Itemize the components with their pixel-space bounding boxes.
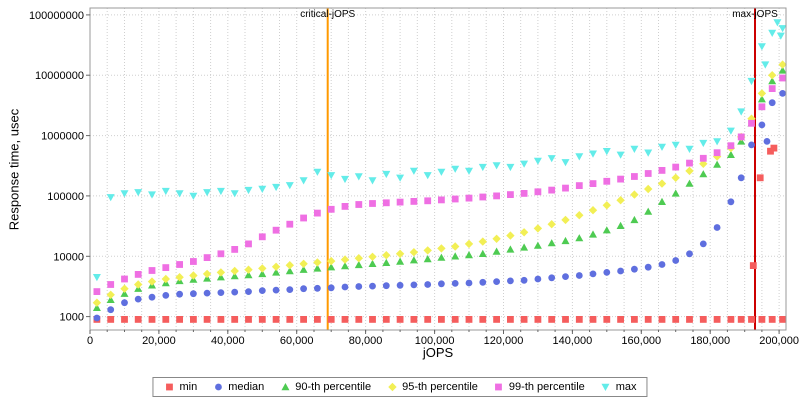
ref-label-critical-jops: critical-jOPS bbox=[300, 9, 355, 20]
legend-item-min: min bbox=[163, 381, 197, 393]
legend-label: 95-th percentile bbox=[402, 381, 478, 393]
svg-text:40,000: 40,000 bbox=[211, 335, 245, 347]
svg-text:200,000: 200,000 bbox=[759, 335, 799, 347]
svg-text:160,000: 160,000 bbox=[621, 335, 661, 347]
svg-text:100,000: 100,000 bbox=[415, 335, 455, 347]
svg-text:100000: 100000 bbox=[47, 191, 84, 203]
legend-item-90-th-percentile: 90-th percentile bbox=[279, 381, 371, 393]
legend-marker-square-icon bbox=[166, 383, 173, 391]
legend-item-99-th-percentile: 99-th percentile bbox=[493, 381, 585, 393]
legend-marker-circle-icon bbox=[214, 383, 222, 391]
legend-marker-triangle-up-icon bbox=[281, 383, 290, 391]
legend-marker-square-icon bbox=[495, 383, 503, 391]
legend-marker-diamond-icon bbox=[387, 382, 397, 392]
svg-text:120,000: 120,000 bbox=[484, 335, 524, 347]
legend: min median 90-th percentile 95-th percentil… bbox=[152, 377, 648, 397]
legend-label: min bbox=[179, 381, 198, 393]
plot-frame bbox=[89, 7, 787, 331]
svg-text:20,000: 20,000 bbox=[142, 335, 176, 347]
y-axis-title: Response time, usec bbox=[6, 108, 22, 231]
svg-text:60,000: 60,000 bbox=[280, 335, 314, 347]
ref-label-max-jops: max-jOPS bbox=[732, 9, 778, 20]
svg-text:1000000: 1000000 bbox=[41, 131, 84, 143]
x-tick-labels: 0 20,000 40,000 60,000 80,000 100,000 120,000 1… bbox=[87, 335, 799, 347]
reference-lines bbox=[326, 8, 756, 330]
series-99-th-percentile-points bbox=[93, 74, 786, 295]
svg-text:0: 0 bbox=[87, 335, 93, 347]
legend-label: 99-th percentile bbox=[508, 381, 585, 393]
series-95-th-percentile-points bbox=[92, 60, 787, 307]
series-90-th-percentile-points bbox=[92, 66, 787, 311]
series-max-points bbox=[92, 25, 787, 282]
svg-text:10000000: 10000000 bbox=[35, 70, 84, 82]
legend-item-95-th-percentile: 95-th percentile bbox=[386, 381, 478, 393]
series-median-points bbox=[93, 90, 786, 322]
legend-label: 90-th percentile bbox=[295, 381, 372, 393]
svg-text:1000: 1000 bbox=[60, 312, 84, 324]
x-axis-title: jOPS bbox=[422, 345, 454, 360]
legend-label: median bbox=[228, 381, 265, 393]
legend-item-median: median bbox=[212, 381, 264, 393]
extra-points bbox=[749, 19, 785, 269]
legend-label: max bbox=[615, 381, 637, 393]
svg-text:10000: 10000 bbox=[53, 251, 84, 263]
svg-text:180,000: 180,000 bbox=[690, 335, 730, 347]
svg-text:80,000: 80,000 bbox=[349, 335, 383, 347]
axis-ticks bbox=[86, 14, 780, 334]
y-tick-labels: 1000 10000 100000 1000000 10000000 100000000 bbox=[29, 10, 84, 324]
legend-item-max: max bbox=[600, 381, 637, 393]
series-min-points bbox=[93, 316, 786, 323]
svg-text:140,000: 140,000 bbox=[553, 335, 593, 347]
gridlines bbox=[90, 8, 786, 330]
plot-area: 0 20,000 40,000 60,000 80,000 100,000 120,000 1… bbox=[29, 7, 799, 347]
svg-text:100000000: 100000000 bbox=[29, 10, 84, 22]
legend-marker-triangle-down-icon bbox=[601, 383, 610, 391]
